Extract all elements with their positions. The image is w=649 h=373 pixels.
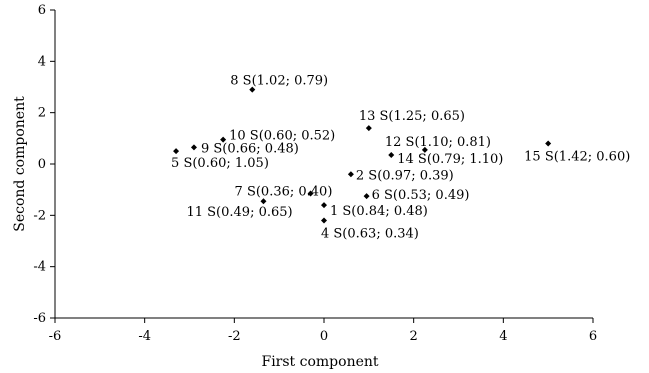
y-axis-label: Second component xyxy=(12,96,28,232)
data-point-marker xyxy=(190,144,197,151)
y-tick-label: 4 xyxy=(38,54,46,69)
data-point-label: 14 S(0.79; 1.10) xyxy=(397,152,503,167)
data-point-label: 10 S(0.60; 0.52) xyxy=(229,129,335,144)
data-point-marker xyxy=(363,193,370,200)
point-labels: 1 S(0.84; 0.48) 2 S(0.97; 0.39) 4 S(0.63; … xyxy=(171,74,630,242)
y-tick-label: -6 xyxy=(33,311,46,326)
data-points xyxy=(173,86,552,224)
tick-labels: -6 -4 -2 0 2 4 6 -6 -4 -2 0 2 4 6 xyxy=(33,3,597,344)
x-tick-label: -4 xyxy=(138,329,151,344)
data-point-label: 13 S(1.25; 0.65) xyxy=(359,109,465,124)
data-point-label: 2 S(0.97; 0.39) xyxy=(356,168,454,183)
data-point-marker xyxy=(347,171,354,178)
axes xyxy=(54,10,593,319)
data-point-label: 4 S(0.63; 0.34) xyxy=(321,226,419,241)
data-point-marker xyxy=(260,198,267,205)
data-point-label: 1 S(0.84; 0.48) xyxy=(330,204,428,219)
x-tick-label: 6 xyxy=(589,329,597,344)
data-point-marker xyxy=(321,217,327,224)
y-tick-label: 2 xyxy=(38,106,46,121)
y-tick-label: 6 xyxy=(38,3,46,18)
data-point-label: 9 S(0.66; 0.48) xyxy=(201,141,299,156)
y-tick-label: -2 xyxy=(33,208,46,223)
data-point-marker xyxy=(249,86,256,93)
data-point-marker xyxy=(421,146,428,153)
data-point-marker xyxy=(545,140,552,147)
y-tick-label: -4 xyxy=(33,260,46,275)
x-tick-label: 2 xyxy=(410,329,418,344)
data-point-marker xyxy=(220,136,227,143)
data-point-label: 7 S(0.36; 0.40) xyxy=(235,185,333,200)
data-point-label: 5 S(0.60; 1.05) xyxy=(171,156,269,171)
x-tick-label: 4 xyxy=(499,329,507,344)
x-tick-label: -6 xyxy=(49,329,62,344)
data-point-label: 8 S(1.02; 0.79) xyxy=(230,74,328,89)
data-point-marker xyxy=(388,152,395,159)
data-point-marker xyxy=(321,202,327,209)
data-point-label: 6 S(0.53; 0.49) xyxy=(372,188,470,203)
y-tick-label: 0 xyxy=(38,157,46,172)
data-point-marker xyxy=(365,125,372,132)
data-point-label: 11 S(0.49; 0.65) xyxy=(186,205,292,220)
data-point-marker xyxy=(307,190,314,197)
x-tick-label: -2 xyxy=(228,329,241,344)
data-point-label: 12 S(1.10; 0.81) xyxy=(385,135,491,150)
ticks xyxy=(50,9,594,323)
x-axis-label: First component xyxy=(261,354,378,370)
data-point-label: 15 S(1.42; 0.60) xyxy=(524,149,630,164)
x-tick-label: 0 xyxy=(320,329,328,344)
data-point-marker xyxy=(173,148,180,155)
